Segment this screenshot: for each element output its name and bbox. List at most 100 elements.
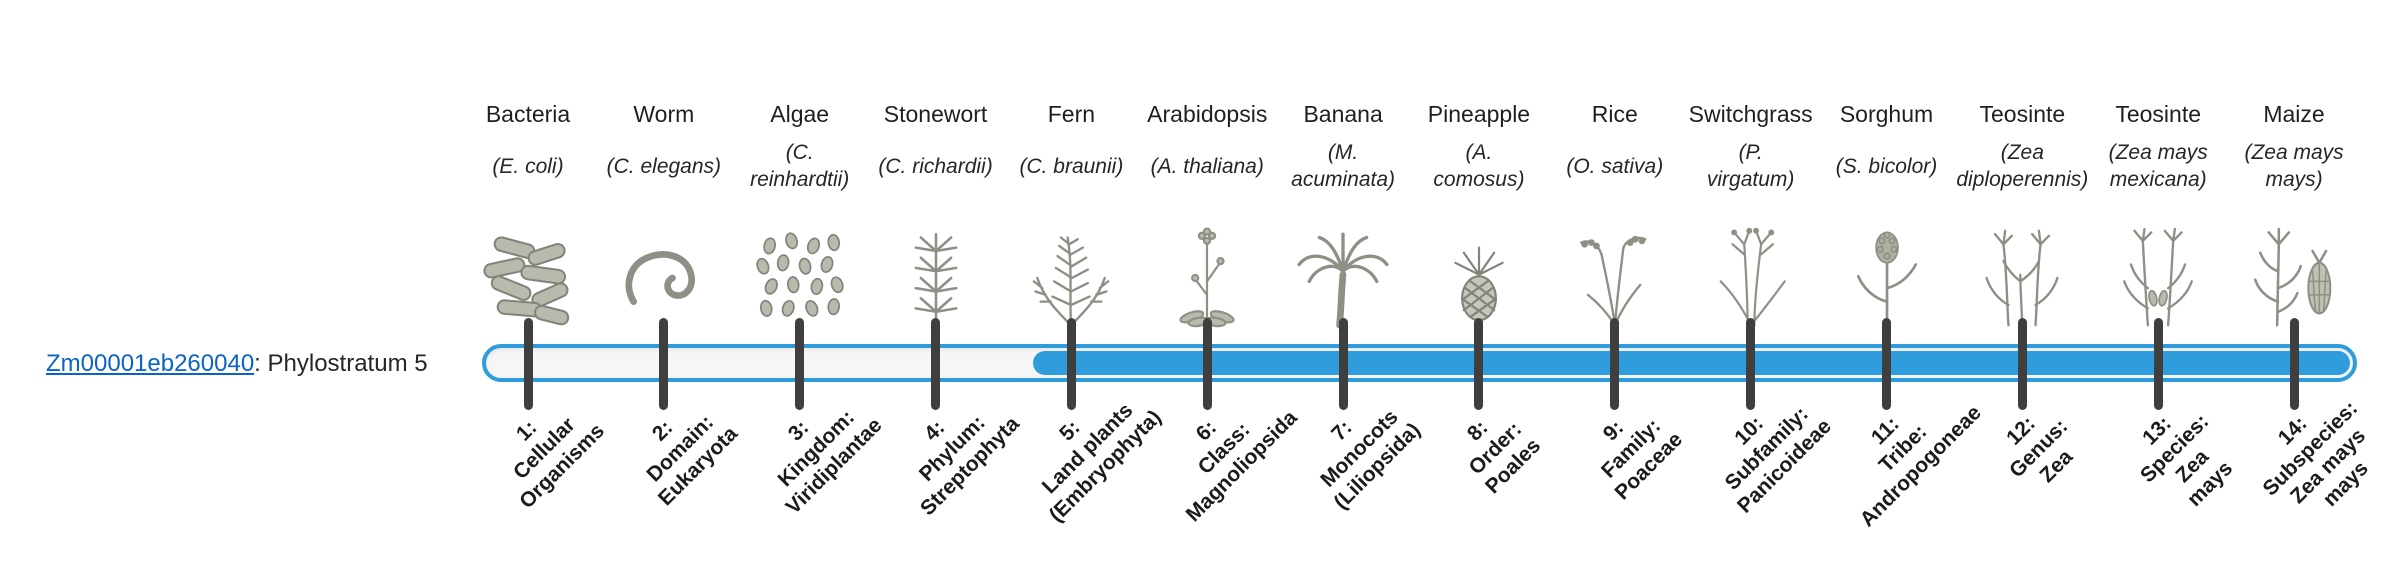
sorghum-icon xyxy=(1833,224,1941,332)
stratum-label: 10: Subfamily: Panicoideae xyxy=(1721,402,1837,518)
species-scientific-wrap: (E. coli) xyxy=(433,134,623,198)
stratum-label: 12: Genus: Zea xyxy=(2002,411,2078,488)
species-scientific-name: (C. elegans) xyxy=(606,154,722,178)
stratum-label: 7: Monocots (Liliopsida) xyxy=(1316,405,1426,514)
stratum-label: 5: Land plants (Embryophyta) xyxy=(1038,398,1167,527)
phylostratum-tick-10 xyxy=(1746,318,1756,410)
phylostratum-tick-13 xyxy=(2153,318,2163,410)
species-header: Bacteria (E. coli) xyxy=(433,100,623,198)
species-header: Arabidopsis (A. thaliana) xyxy=(1112,100,1302,198)
stratum-label: 3: Kingdom: Viridiplantae xyxy=(773,405,887,519)
switchgrass-icon xyxy=(1697,224,1805,332)
stratum-label: 6: Class: Magnoliopsida xyxy=(1181,406,1302,527)
stratum-label: 8: Order: Poales xyxy=(1463,416,1546,499)
species-scientific-name: (M. acuminata) xyxy=(1291,141,1396,191)
fern-icon xyxy=(1017,224,1125,332)
stratum-label: 14: Subspecies: Zea mays mays xyxy=(2258,396,2374,511)
species-header: Maize (Zea mays mays) xyxy=(2199,100,2389,198)
species-scientific-name: (C. reinhardtii) xyxy=(750,141,850,191)
species-scientific-wrap: (C. braunii) xyxy=(976,134,1166,198)
species-common-name: Teosinte xyxy=(2115,101,2202,127)
species-scientific-wrap: (A. comosus) xyxy=(1384,134,1574,198)
gene-id-link[interactable]: Zm00001eb260040 xyxy=(46,350,255,377)
species-common-name: Teosinte xyxy=(1979,101,2066,127)
species-common-name: Sorghum xyxy=(1839,101,1934,127)
stratum-label: 9: Family: Poaceae xyxy=(1597,414,1688,505)
species-common-name: Arabidopsis xyxy=(1147,101,1268,127)
species-common-name: Stonewort xyxy=(883,101,988,127)
gene-label: Zm00001eb260040: Phylostratum 5 xyxy=(46,350,428,378)
bacteria-icon xyxy=(474,224,582,332)
species-header: Fern (C. braunii) xyxy=(976,100,1166,198)
phylostratum-tick-14 xyxy=(2289,318,2299,410)
phylostratum-tick-1 xyxy=(523,318,533,410)
species-scientific-wrap: (P. virgatum) xyxy=(1656,134,1846,198)
phylostratum-tick-7 xyxy=(1338,318,1348,410)
algae-icon xyxy=(746,224,854,332)
species-common-name: Maize xyxy=(2263,101,2325,127)
species-common-name: Fern xyxy=(1047,101,1096,127)
species-scientific-name: (C. braunii) xyxy=(1019,154,1124,178)
species-scientific-name: (Zea mays mays) xyxy=(2244,141,2344,191)
species-common-name: Pineapple xyxy=(1427,101,1531,127)
phylostratum-tick-4 xyxy=(931,318,941,410)
species-scientific-name: (O. sativa) xyxy=(1566,154,1664,178)
species-common-name: Rice xyxy=(1591,101,1638,127)
phylostratum-bar-track xyxy=(482,344,2357,382)
species-header: Stonewort (C. richardii) xyxy=(841,100,1031,198)
teosinte-diploperennis-icon xyxy=(1968,224,2076,332)
stratum-label: 1: Cellular Organisms xyxy=(509,413,610,514)
species-header: Pineapple (A. comosus) xyxy=(1384,100,1574,198)
species-header: Switchgrass (P. virgatum) xyxy=(1656,100,1846,198)
species-header: Worm (C. elegans) xyxy=(569,100,759,198)
species-common-name: Worm xyxy=(633,101,695,127)
stratum-label: 4: Phylum: Streptophyta xyxy=(914,411,1024,521)
arabidopsis-icon xyxy=(1153,224,1261,332)
species-scientific-wrap: (M. acuminata) xyxy=(1248,134,1438,198)
phylostratum-tick-5 xyxy=(1066,318,1076,410)
species-scientific-wrap: (C. richardii) xyxy=(841,134,1031,198)
species-scientific-name: (A. thaliana) xyxy=(1150,154,1264,178)
species-scientific-wrap: (S. bicolor) xyxy=(1792,134,1982,198)
maize-icon xyxy=(2240,224,2348,332)
stratum-label: 11: Tribe: Andropogoneae xyxy=(1855,401,1986,532)
species-common-name: Switchgrass xyxy=(1688,101,1813,127)
rice-icon xyxy=(1561,224,1669,332)
species-header: Rice (O. sativa) xyxy=(1520,100,1710,198)
species-scientific-wrap: (Zea mays mexicana) xyxy=(2063,134,2253,198)
stratum-label: 13: Species: Zea mays xyxy=(2136,409,2238,512)
stonewort-icon xyxy=(882,224,990,332)
species-common-name: Algae xyxy=(770,101,830,127)
phylostratum-tick-12 xyxy=(2017,318,2027,410)
phylostratum-tick-11 xyxy=(1882,318,1891,410)
species-scientific-wrap: (Zea diploperennis) xyxy=(1927,134,2117,198)
species-header: Sorghum (S. bicolor) xyxy=(1792,100,1982,198)
species-scientific-name: (E. coli) xyxy=(492,154,564,178)
species-scientific-wrap: (Zea mays mays) xyxy=(2199,134,2389,198)
species-scientific-wrap: (C. reinhardtii) xyxy=(705,134,895,198)
phylostratum-tick-9 xyxy=(1610,318,1620,410)
phylostratum-tick-6 xyxy=(1202,318,1212,410)
species-scientific-wrap: (O. sativa) xyxy=(1520,134,1710,198)
stratum-label: 2: Domain: Eukaryota xyxy=(642,410,743,511)
species-scientific-wrap: (C. elegans) xyxy=(569,134,759,198)
species-scientific-name: (C. richardii) xyxy=(878,154,993,178)
phylostratum-bar-fill xyxy=(1033,351,2350,375)
phylostratum-tick-3 xyxy=(795,318,805,410)
species-header: Teosinte (Zea mays mexicana) xyxy=(2063,100,2253,198)
species-common-name: Bacteria xyxy=(485,101,571,127)
species-header: Algae (C. reinhardtii) xyxy=(705,100,895,198)
species-common-name: Banana xyxy=(1303,101,1383,127)
species-header: Teosinte (Zea diploperennis) xyxy=(1927,100,2117,198)
teosinte-mexicana-icon xyxy=(2104,224,2212,332)
phylostratum-tick-8 xyxy=(1474,318,1484,410)
species-scientific-name: (S. bicolor) xyxy=(1835,154,1938,178)
pineapple-icon xyxy=(1425,224,1533,332)
banana-icon xyxy=(1289,224,1397,332)
species-scientific-name: (Zea diploperennis) xyxy=(1956,141,2089,191)
gene-phylostratum-text: : Phylostratum 5 xyxy=(254,350,428,377)
species-scientific-name: (Zea mays mexicana) xyxy=(2108,141,2208,191)
species-scientific-wrap: (A. thaliana) xyxy=(1112,134,1302,198)
species-header: Banana (M. acuminata) xyxy=(1248,100,1438,198)
